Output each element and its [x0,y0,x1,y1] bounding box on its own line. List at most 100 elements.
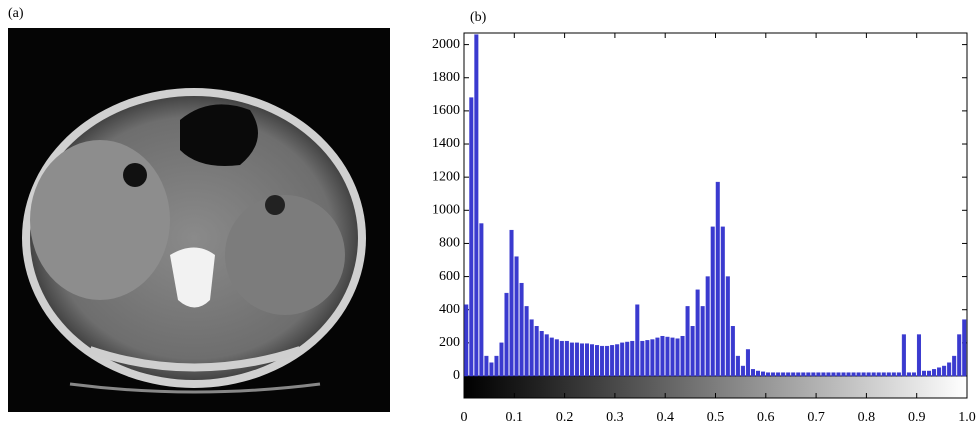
y-tick-label: 0 [453,368,460,383]
bar [504,292,509,377]
y-tick-label: 800 [439,236,460,251]
y-tick-label: 400 [439,302,460,317]
bar [806,372,811,377]
bar [660,335,665,377]
bar [876,372,881,377]
bar [735,355,740,377]
bar [539,331,544,377]
y-tick-label: 2000 [432,37,460,52]
bar [574,342,579,377]
bar [534,326,539,377]
x-tick-label: 0.8 [858,410,876,425]
bar [489,362,494,377]
bar [856,372,861,377]
bar [896,372,901,377]
bar [957,334,962,377]
bar [871,372,876,377]
bar [544,334,549,377]
bar [781,372,786,377]
x-tick-label: 0.3 [606,410,624,425]
bar [911,372,916,377]
bar [464,304,469,377]
y-tick-label: 1800 [432,70,460,85]
bar [720,226,725,377]
bar [927,370,932,377]
bar [484,355,489,377]
bar [584,343,589,377]
bar [841,372,846,377]
bar [549,337,554,377]
bar [514,256,519,377]
x-tick-label: 0.6 [757,410,775,425]
bar [559,340,564,377]
y-tick-label: 200 [439,335,460,350]
x-tick-label: 0.7 [807,410,825,425]
bar [474,34,479,377]
bar [625,341,630,377]
bar [640,340,645,377]
ct-image [8,28,390,412]
bar [590,344,595,377]
chart-title: (b) [470,10,487,25]
y-tick-label: 1200 [432,169,460,184]
bar [921,370,927,377]
bar [851,372,856,377]
bar [791,372,796,377]
bar [937,367,942,377]
bar [786,372,791,377]
plot-frame [463,32,968,399]
bar [494,355,499,377]
bar [766,372,771,377]
bar [705,276,710,377]
bar [675,338,680,377]
bar [916,334,921,377]
x-tick-label: 0.4 [656,410,674,425]
bar [866,372,871,377]
bar [620,342,625,377]
bar [690,326,695,377]
bar [891,372,896,377]
x-tick-label: 1.0 [958,410,976,425]
bar [725,276,730,377]
bar [771,372,776,377]
bar [750,369,755,377]
bar [796,372,801,377]
y-tick-label: 1000 [432,203,460,218]
x-tick-label: 0 [461,410,468,425]
bar [831,372,836,377]
bar [932,369,937,377]
bar [665,336,670,377]
bar [776,372,781,377]
bar [715,181,720,377]
bar [906,372,911,377]
bar [655,337,660,377]
bar [579,343,584,377]
y-tick-label: 1600 [432,103,460,118]
bar [826,372,831,377]
bar [519,282,524,377]
bar [881,372,886,377]
bar [700,306,705,377]
bar [801,372,806,377]
bar [524,306,529,377]
bar [595,345,600,377]
bar [630,340,635,377]
x-tick-label: 0.9 [908,410,926,425]
bar [745,349,750,377]
bar [509,229,514,377]
bar [610,345,615,377]
bar [886,372,891,377]
bar [836,372,841,377]
bar [469,97,474,377]
bar [680,335,685,377]
bar [670,337,675,377]
x-tick-label: 0.5 [707,410,725,425]
bar [901,334,906,377]
bar [635,304,640,377]
x-tick-label: 0.1 [506,410,524,425]
bar [615,344,620,377]
bar [816,372,821,377]
bar [695,289,700,377]
y-tick-label: 1400 [432,136,460,151]
